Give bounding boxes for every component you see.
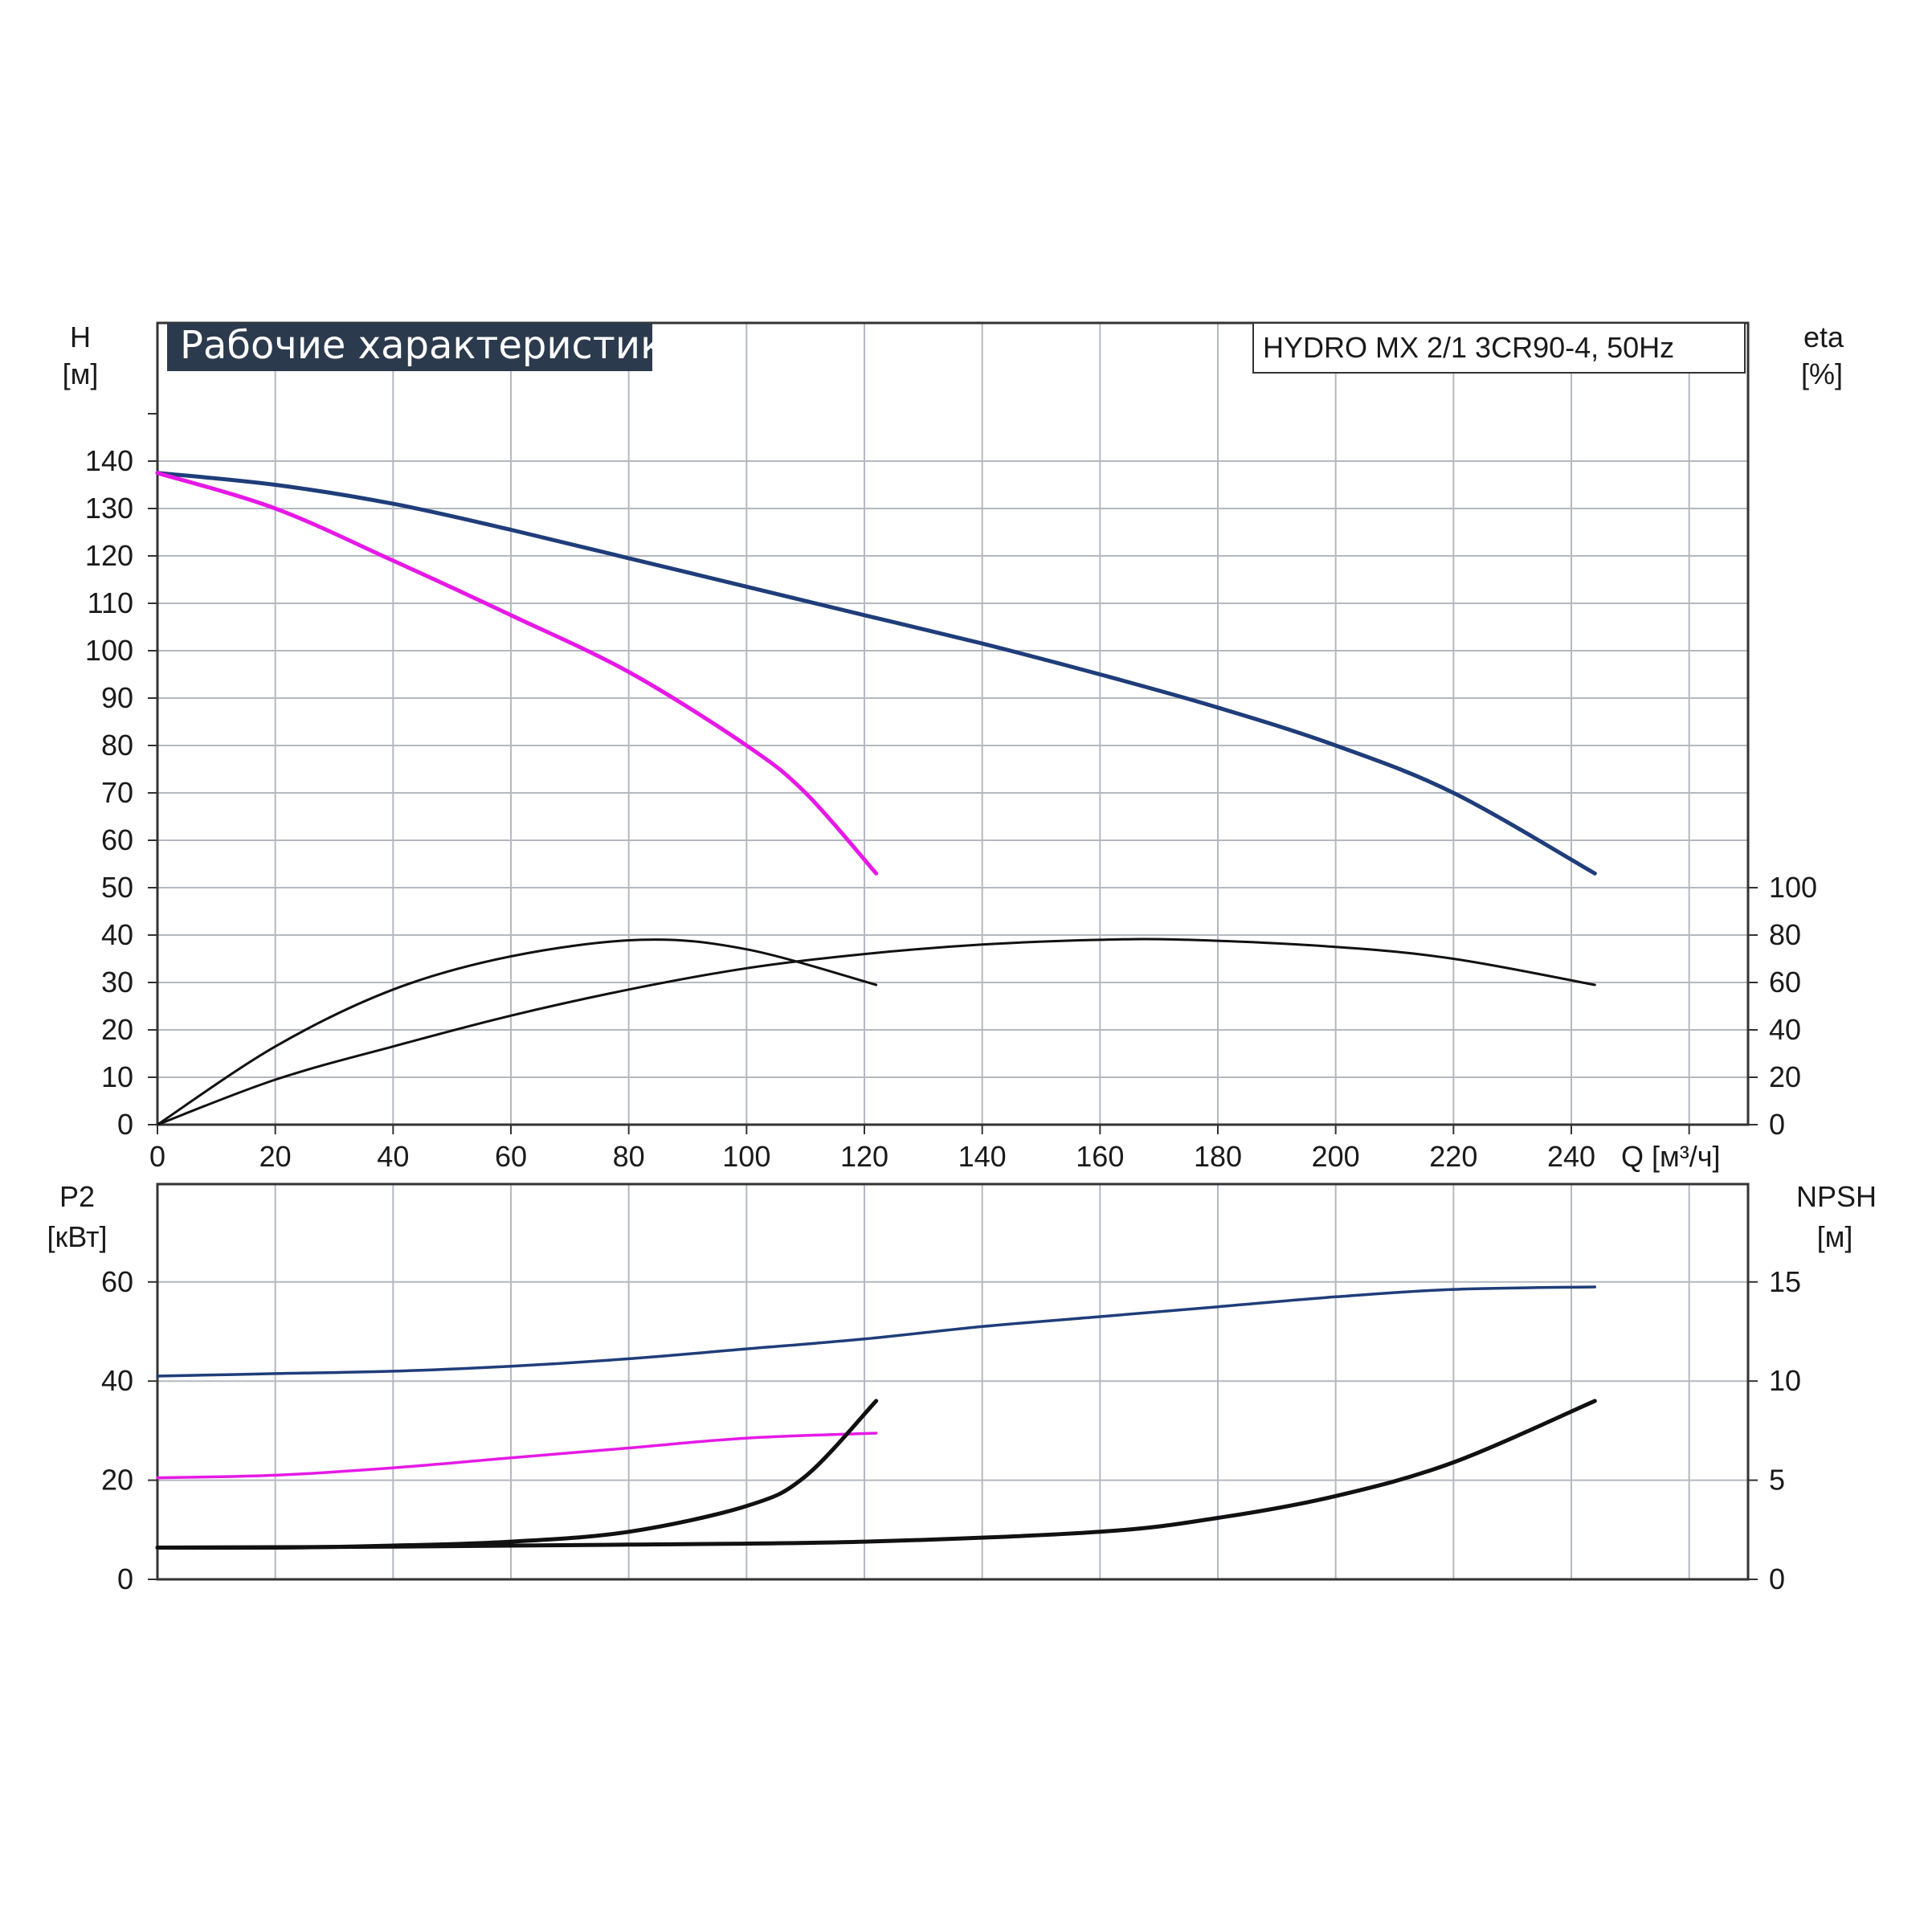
x-tick-label: 40 <box>377 1140 409 1173</box>
top-y2-tick-label: 100 <box>1769 871 1817 904</box>
x-tick-label: 60 <box>495 1140 527 1173</box>
bottom-chart-ticks: 0 20 40 60 0 5 10 15 <box>101 1265 1801 1595</box>
bottom-y-axis-unit: [кВт] <box>47 1220 107 1253</box>
top-series-line-1 <box>155 471 879 876</box>
top-series-line-2 <box>156 938 878 1126</box>
top-chart-series <box>155 471 1597 1126</box>
chart-title: Рабочие характеристики <box>180 323 688 368</box>
top-y-tick-label: 140 <box>85 444 133 477</box>
bottom-y-tick-label: 0 <box>117 1562 133 1595</box>
top-y-tick-label: 50 <box>101 871 133 904</box>
x-tick-label: 120 <box>840 1140 888 1173</box>
bottom-series-line-0 <box>156 1285 1597 1378</box>
top-y-tick-label: 100 <box>85 634 133 667</box>
bottom-y-tick-label: 60 <box>101 1265 133 1298</box>
bottom-chart-series <box>155 1285 1597 1550</box>
top-y-tick-label: 110 <box>88 586 133 619</box>
top-chart-frame <box>156 321 1750 1126</box>
x-tick-label: 20 <box>259 1140 292 1173</box>
bottom-y2-tick-label: 0 <box>1769 1562 1785 1595</box>
top-y2-tick-label: 40 <box>1769 1013 1801 1046</box>
bottom-y2-tick-label: 5 <box>1769 1464 1785 1497</box>
x-axis-label: Q [м³/ч] <box>1621 1140 1721 1173</box>
model-box <box>1252 322 1746 374</box>
x-tick-label: 100 <box>722 1140 770 1173</box>
top-y-tick-label: 0 <box>117 1108 133 1141</box>
x-tick-label: 240 <box>1547 1140 1595 1173</box>
top-y-tick-label: 130 <box>85 492 133 525</box>
x-tick-label: 80 <box>613 1140 645 1173</box>
bottom-series-line-3 <box>155 1399 1597 1550</box>
top-y2-tick-label: 20 <box>1769 1060 1801 1093</box>
x-tick-label: 160 <box>1076 1140 1124 1173</box>
x-tick-label: 180 <box>1194 1140 1242 1173</box>
x-tick-label: 200 <box>1312 1140 1360 1173</box>
top-y-tick-label: 70 <box>101 776 133 809</box>
model-label: HYDRO MX 2/1 3CR90-4, 50Hz <box>1263 331 1674 364</box>
bottom-series-line-1 <box>156 1432 878 1480</box>
top-y-tick-label: 30 <box>101 966 133 999</box>
x-tick-label: 0 <box>149 1140 165 1173</box>
top-y-axis-label: H <box>70 321 91 353</box>
top-chart-grid <box>157 323 1748 1125</box>
top-y-tick-label: 10 <box>101 1060 133 1093</box>
bottom-y-tick-label: 40 <box>101 1364 133 1397</box>
bottom-y2-tick-label: 10 <box>1769 1364 1801 1397</box>
top-series-line-3 <box>156 937 1596 1126</box>
title-banner <box>167 323 652 371</box>
top-y2-axis-unit: [%] <box>1801 357 1843 390</box>
top-chart-ticks: 0 10 20 30 40 50 60 70 80 90 100 110 120 130 140 0 20 40 6… <box>85 413 1817 1173</box>
top-y-axis-unit: [м] <box>63 357 99 390</box>
x-tick-label: 220 <box>1429 1140 1477 1173</box>
top-y2-axis-label: eta <box>1803 321 1844 353</box>
top-y-tick-label: 90 <box>101 681 133 714</box>
top-y-tick-label: 40 <box>101 918 133 951</box>
top-series-line-0 <box>155 471 1597 876</box>
bottom-y2-tick-label: 15 <box>1769 1265 1801 1298</box>
top-y2-tick-label: 60 <box>1769 966 1801 999</box>
top-y2-tick-label: 0 <box>1769 1108 1785 1141</box>
top-y-tick-label: 60 <box>101 823 133 856</box>
bottom-y-axis-label: P2 <box>59 1180 95 1213</box>
top-y-tick-label: 20 <box>101 1013 133 1046</box>
top-y-tick-label: 80 <box>101 729 133 762</box>
top-y-tick-label: 120 <box>85 539 133 572</box>
bottom-y2-axis-label: NPSH <box>1796 1180 1877 1213</box>
bottom-chart-grid <box>157 1184 1748 1579</box>
x-tick-label: 140 <box>958 1140 1007 1173</box>
bottom-y-tick-label: 20 <box>101 1464 133 1497</box>
top-y2-tick-label: 80 <box>1769 918 1801 951</box>
bottom-y2-axis-unit: [м] <box>1817 1220 1853 1253</box>
